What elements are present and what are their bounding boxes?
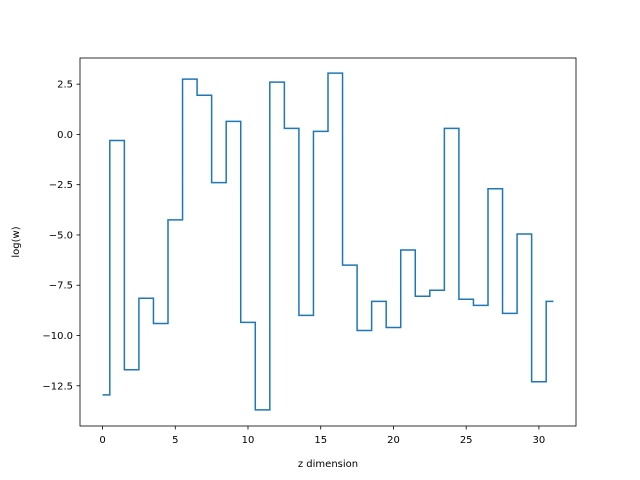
x-tick-label: 5 <box>172 435 178 446</box>
y-tick-label: −5.0 <box>49 230 73 241</box>
y-ticks: −12.5 −10.0 −7.5 −5.0 −2.5 0.0 2.5 <box>42 80 80 392</box>
x-tick-label: 20 <box>387 435 400 446</box>
y-tick-label: −2.5 <box>49 180 73 191</box>
x-tick-label: 0 <box>99 435 105 446</box>
y-axis-label: log(w) <box>11 226 22 257</box>
plot-area <box>102 72 554 411</box>
x-tick-label: 15 <box>314 435 327 446</box>
x-tick-label: 10 <box>242 435 255 446</box>
x-tick-label: 25 <box>460 435 473 446</box>
y-tick-label: −10.0 <box>42 331 73 342</box>
y-tick-label: −12.5 <box>42 381 73 392</box>
axes-frame <box>79 57 577 427</box>
x-ticks: 0 5 10 15 20 25 30 <box>99 426 545 446</box>
series-line <box>102 72 554 411</box>
y-tick-label: −7.5 <box>49 281 73 292</box>
x-axis-label: z dimension <box>298 459 358 470</box>
y-tick-label: 2.5 <box>57 80 73 91</box>
x-tick-label: 30 <box>533 435 546 446</box>
y-tick-label: 0.0 <box>57 130 73 141</box>
